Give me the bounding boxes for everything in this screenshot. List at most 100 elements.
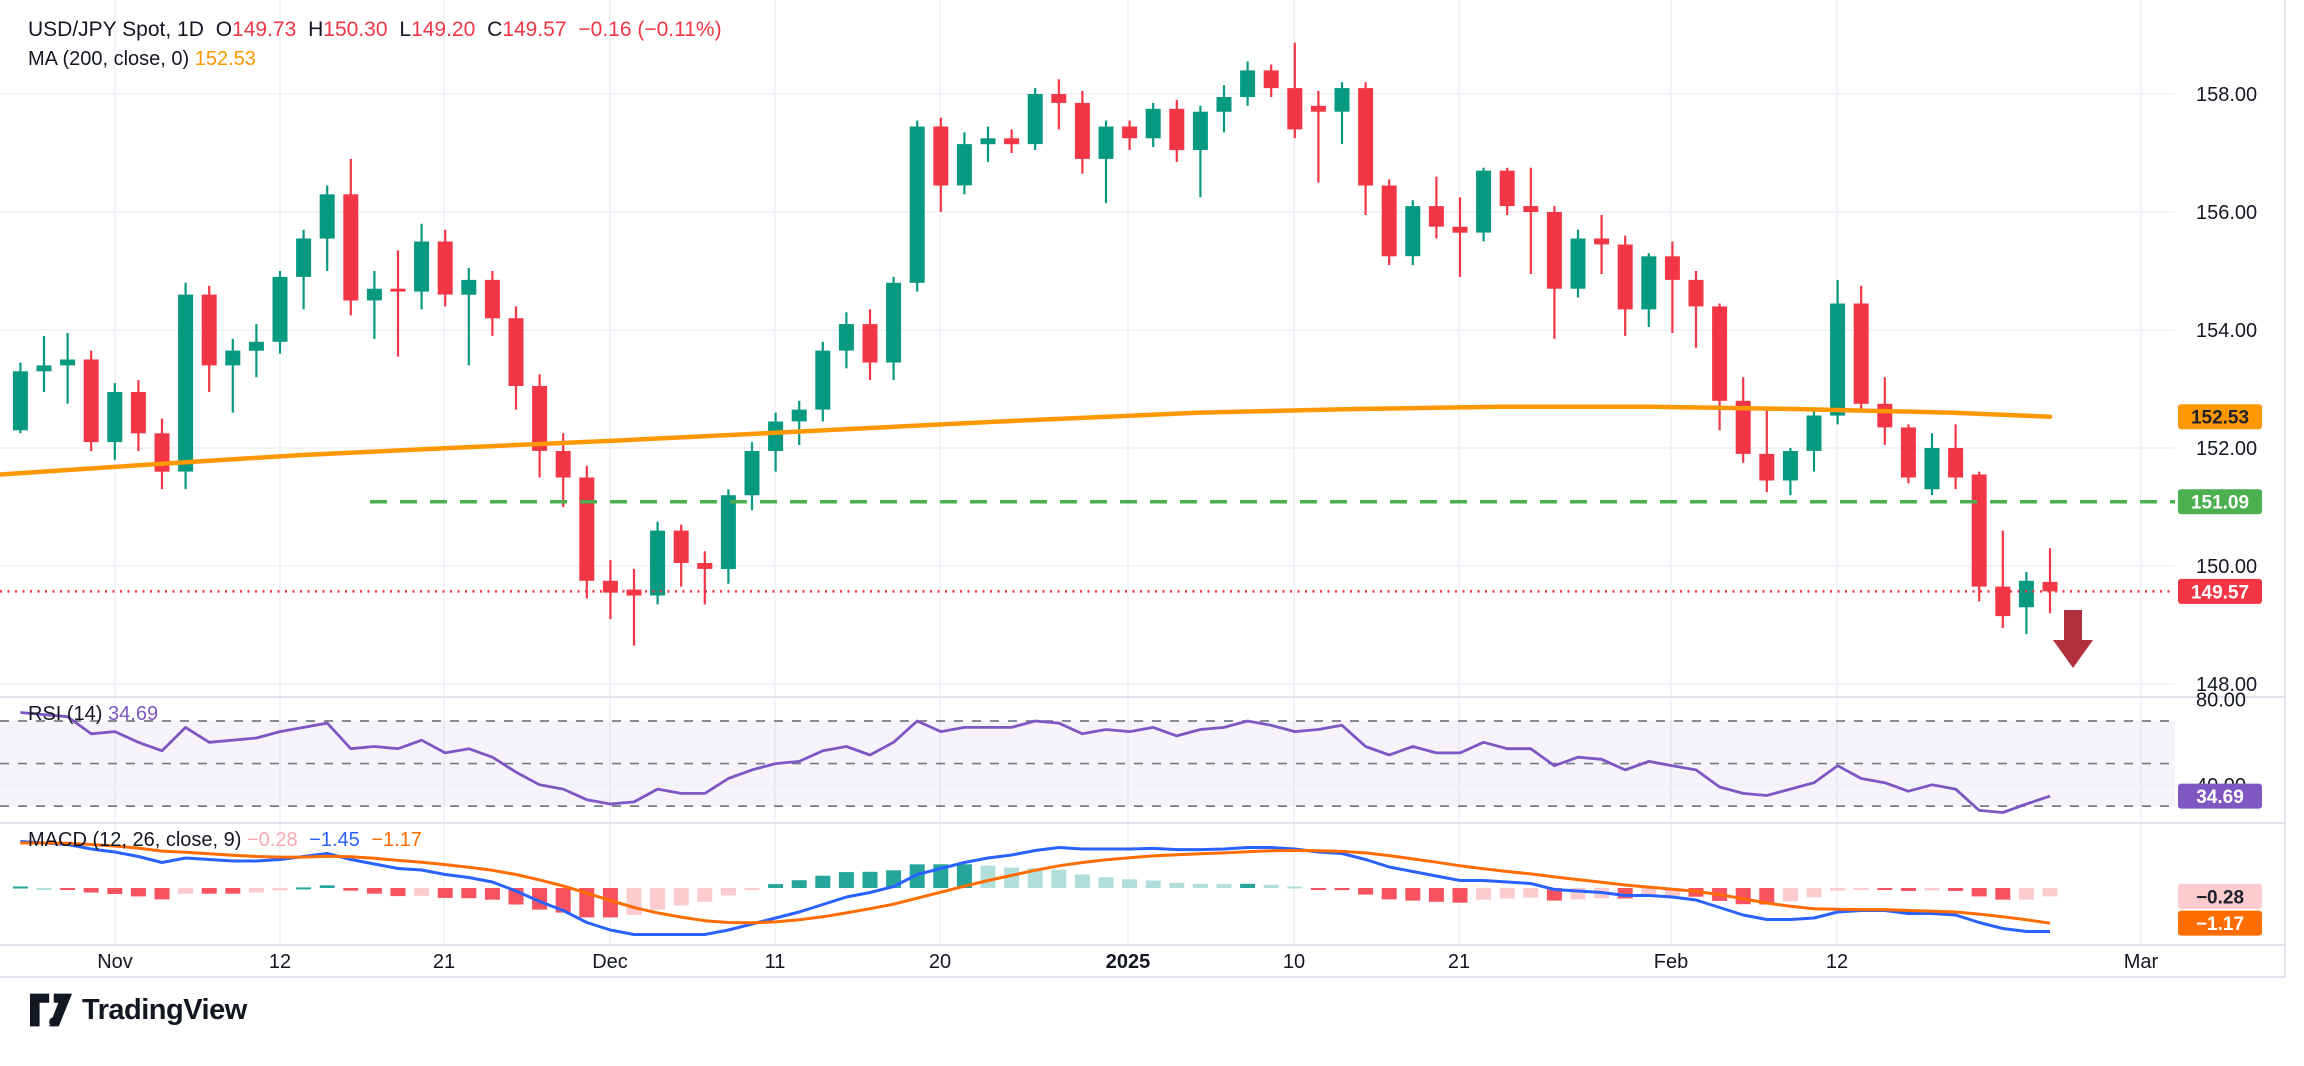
candle xyxy=(1240,70,1256,97)
rsi-value-badge: 34.69 xyxy=(2178,783,2262,809)
svg-text:Dec: Dec xyxy=(592,951,628,973)
candle xyxy=(1334,88,1350,112)
svg-text:156.00: 156.00 xyxy=(2196,202,2257,224)
svg-text:149.57: 149.57 xyxy=(2191,582,2249,603)
svg-text:34.69: 34.69 xyxy=(2196,787,2244,808)
rsi-band xyxy=(0,720,2175,807)
rsi-legend[interactable]: RSI (14) 34.69 xyxy=(28,703,164,726)
candle xyxy=(1051,94,1067,103)
candle xyxy=(1381,185,1397,257)
candle xyxy=(1688,279,1704,307)
change-value: −0.16 (−0.11%) xyxy=(578,18,722,41)
svg-text:11: 11 xyxy=(765,951,786,973)
time-axis-labels[interactable]: Nov 12 21 Dec 11 20 2025 10 21 Feb 12 Mar xyxy=(97,951,2158,973)
candles xyxy=(12,42,2058,646)
candle xyxy=(1428,206,1444,227)
svg-text:20: 20 xyxy=(929,951,951,973)
candle xyxy=(862,324,878,363)
candle xyxy=(838,324,854,351)
candle xyxy=(1712,306,1728,401)
candle xyxy=(886,282,902,363)
candle xyxy=(673,530,689,563)
candle xyxy=(178,294,194,472)
candle xyxy=(1806,415,1822,451)
svg-text:80.00: 80.00 xyxy=(2196,690,2246,712)
candle xyxy=(296,238,312,277)
candle xyxy=(60,359,76,366)
macd-signal-badge: −1.17 xyxy=(2178,910,2262,936)
macd-label: MACD (12, 26, close, 9) xyxy=(28,829,242,851)
macd-signal-line xyxy=(20,841,2051,925)
candle xyxy=(1782,451,1798,481)
low-value: 149.20 xyxy=(411,18,476,41)
candle xyxy=(1617,244,1633,310)
candle xyxy=(1523,206,1539,212)
svg-text:10: 10 xyxy=(1283,951,1305,973)
candle xyxy=(697,563,713,569)
high-label: H xyxy=(308,18,324,41)
candle xyxy=(1405,206,1421,257)
ma-label: MA (200, close, 0) xyxy=(28,48,190,70)
candle xyxy=(12,371,28,431)
svg-text:12: 12 xyxy=(269,951,291,973)
svg-text:21: 21 xyxy=(1448,951,1470,973)
candle xyxy=(484,279,500,319)
candle xyxy=(390,288,406,292)
candle xyxy=(1664,256,1680,280)
candle xyxy=(343,194,359,301)
candle xyxy=(414,241,430,292)
ma-legend[interactable]: MA (200, close, 0) 152.53 xyxy=(28,48,262,71)
svg-text:152.53: 152.53 xyxy=(2191,408,2249,429)
candle xyxy=(2042,581,2058,592)
candle xyxy=(1499,170,1515,207)
candle xyxy=(1476,170,1492,233)
candle xyxy=(461,279,477,295)
macd-line-value: −1.45 xyxy=(309,829,360,851)
candle xyxy=(1216,97,1232,112)
candle xyxy=(1830,303,1846,416)
candle xyxy=(2018,580,2034,608)
candle xyxy=(1924,448,1940,490)
candle xyxy=(1971,474,1987,587)
tradingview-logo[interactable]: TradingView xyxy=(30,992,247,1028)
candle xyxy=(768,421,784,451)
price-gridlines xyxy=(0,93,2175,685)
low-label: L xyxy=(399,18,412,41)
macd-histogram xyxy=(12,864,2058,918)
svg-text:Mar: Mar xyxy=(2124,951,2159,973)
svg-text:21: 21 xyxy=(433,951,455,973)
high-value: 150.30 xyxy=(323,18,388,41)
tradingview-logo-text: TradingView xyxy=(82,993,247,1026)
open-value: 149.73 xyxy=(232,18,297,41)
rsi-line xyxy=(20,711,2051,814)
tradingview-logo-icon xyxy=(30,993,72,1027)
svg-text:148.00: 148.00 xyxy=(2196,674,2257,696)
down-arrow-annotation[interactable] xyxy=(2053,610,2093,668)
price-axis-labels[interactable]: 158.00 156.00 154.00 152.00 150.00 148.0080.0… xyxy=(2196,84,2257,797)
svg-text:151.09: 151.09 xyxy=(2191,493,2249,514)
candle xyxy=(1027,94,1043,145)
candle xyxy=(602,580,618,593)
candle xyxy=(36,365,52,372)
candle xyxy=(1358,88,1374,186)
candle xyxy=(1546,212,1562,289)
symbol-title: USD/JPY Spot, 1D xyxy=(28,18,204,41)
candle xyxy=(366,288,382,301)
macd-signal-value: −1.17 xyxy=(371,829,422,851)
last-price-badge: 149.57 xyxy=(2178,578,2262,604)
rsi-value: 34.69 xyxy=(108,703,159,725)
candle xyxy=(107,392,123,443)
close-value: 149.57 xyxy=(502,18,567,41)
symbol-legend[interactable]: USD/JPY Spot, 1D O149.73 H150.30 L149.20… xyxy=(28,18,728,42)
macd-legend[interactable]: MACD (12, 26, close, 9) −0.28 −1.45 −1.1… xyxy=(28,829,428,852)
svg-text:−0.28: −0.28 xyxy=(2196,887,2244,908)
candle xyxy=(201,294,217,366)
candle xyxy=(1074,102,1090,159)
svg-text:152.00: 152.00 xyxy=(2196,438,2257,460)
candle xyxy=(1287,88,1303,130)
candle xyxy=(1169,108,1185,151)
pane-dividers xyxy=(0,0,2286,978)
svg-text:12: 12 xyxy=(1826,951,1848,973)
